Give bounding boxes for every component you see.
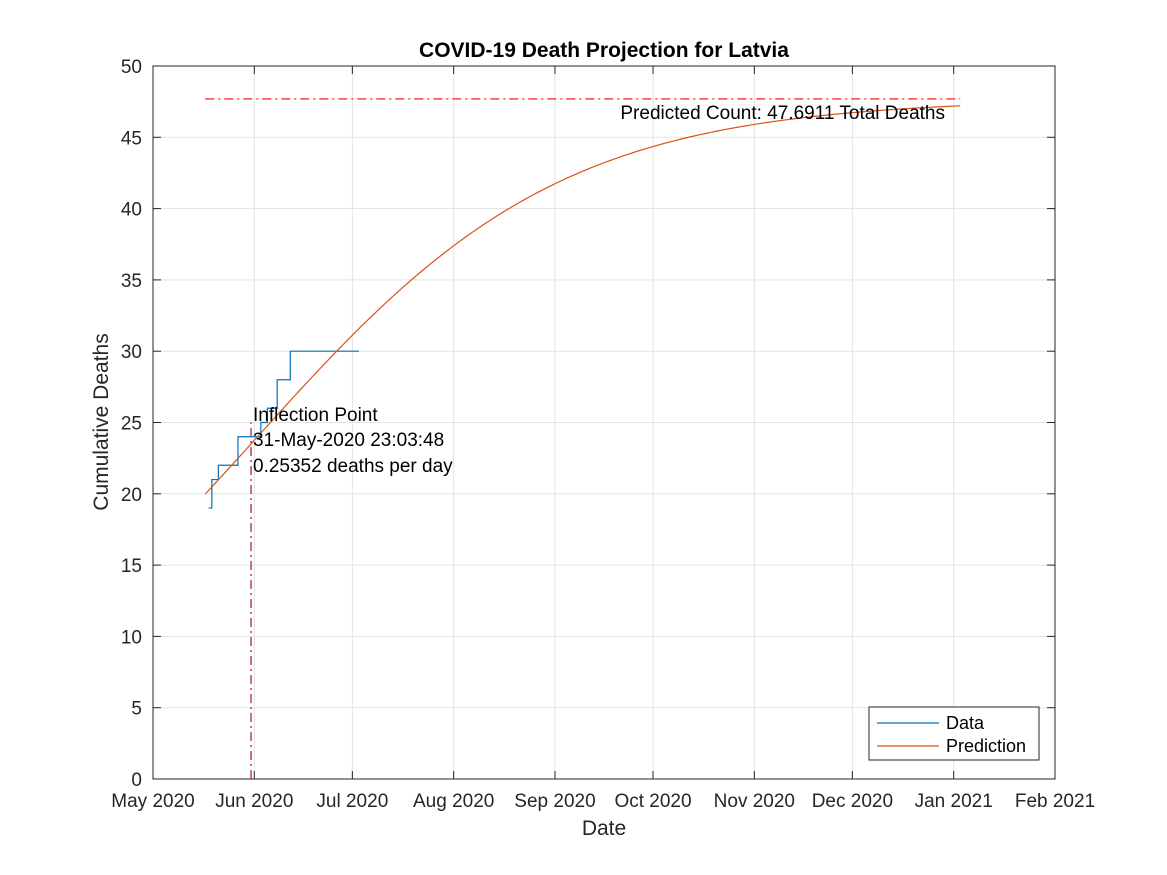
inflection-date-annotation: 31-May-2020 23:03:48 <box>253 430 444 451</box>
y-tick-label: 15 <box>121 556 142 577</box>
inflection-title-annotation: Inflection Point <box>253 405 378 426</box>
predicted-count-annotation: Predicted Count: 47.6911 Total Deaths <box>620 103 945 124</box>
x-tick-label: Aug 2020 <box>413 791 494 812</box>
y-tick-label: 35 <box>121 271 142 292</box>
x-tick-label: Oct 2020 <box>614 791 691 812</box>
y-tick-label: 30 <box>121 342 142 363</box>
y-tick-label: 10 <box>121 627 142 648</box>
reference-lines <box>205 98 961 779</box>
x-tick-labels: May 2020 Jun 2020 Jul 2020 Aug 2020 Sep 2020… <box>111 791 1095 812</box>
series <box>204 105 961 509</box>
y-tick-label: 45 <box>121 128 142 149</box>
legend-data-label: Data <box>946 713 985 733</box>
legend: Data Prediction <box>868 706 1040 761</box>
y-tick-label: 40 <box>121 200 142 221</box>
x-tick-label: May 2020 <box>111 791 194 812</box>
prediction-series-line <box>204 105 961 495</box>
y-tick-label: 5 <box>131 699 142 720</box>
ticks <box>152 65 1056 780</box>
x-tick-label: Sep 2020 <box>514 791 595 812</box>
y-tick-labels: 0 5 10 15 20 25 30 35 40 45 50 <box>121 57 142 791</box>
x-tick-label: Dec 2020 <box>812 791 893 812</box>
x-tick-label: Nov 2020 <box>714 791 795 812</box>
legend-prediction-label: Prediction <box>946 736 1026 756</box>
y-tick-label: 0 <box>131 770 142 791</box>
x-tick-label: Jul 2020 <box>316 791 388 812</box>
x-axis-label: Date <box>582 817 626 840</box>
x-tick-label: Jun 2020 <box>215 791 293 812</box>
y-axis-label: Cumulative Deaths <box>90 333 113 510</box>
data-series-line <box>208 350 359 509</box>
y-tick-label: 50 <box>121 57 142 78</box>
y-tick-label: 20 <box>121 485 142 506</box>
x-tick-label: Jan 2021 <box>915 791 993 812</box>
chart-title: COVID-19 Death Projection for Latvia <box>419 39 789 62</box>
x-tick-label: Feb 2021 <box>1015 791 1095 812</box>
legend-box <box>868 706 1040 761</box>
y-tick-label: 25 <box>121 414 142 435</box>
inflection-rate-annotation: 0.25352 deaths per day <box>253 456 453 477</box>
